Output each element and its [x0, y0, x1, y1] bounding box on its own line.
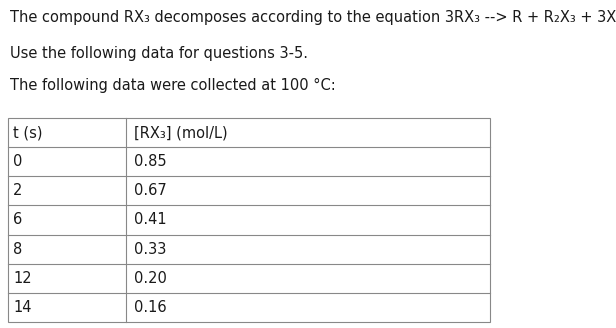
Text: The following data were collected at 100 °C:: The following data were collected at 100…	[10, 78, 336, 93]
Text: [RX₃] (mol/L): [RX₃] (mol/L)	[134, 125, 228, 140]
Bar	[8, 118, 490, 322]
Text: 0.33: 0.33	[134, 242, 166, 256]
Text: 6: 6	[13, 213, 22, 228]
Text: 0.16: 0.16	[134, 300, 167, 315]
Text: 0: 0	[13, 154, 22, 169]
Text: Use the following data for questions 3-5.: Use the following data for questions 3-5…	[10, 46, 308, 61]
Text: 12: 12	[13, 271, 31, 286]
Text: 0.67: 0.67	[134, 183, 167, 198]
Text: 2: 2	[13, 183, 22, 198]
Text: 8: 8	[13, 242, 22, 256]
Text: t (s): t (s)	[13, 125, 43, 140]
Text: 0.41: 0.41	[134, 213, 167, 228]
Text: 14: 14	[13, 300, 31, 315]
Text: 0.20: 0.20	[134, 271, 167, 286]
Text: The compound RX₃ decomposes according to the equation 3RX₃ --> R + R₂X₃ + 3X₂.: The compound RX₃ decomposes according to…	[10, 10, 616, 25]
Text: 0.85: 0.85	[134, 154, 167, 169]
